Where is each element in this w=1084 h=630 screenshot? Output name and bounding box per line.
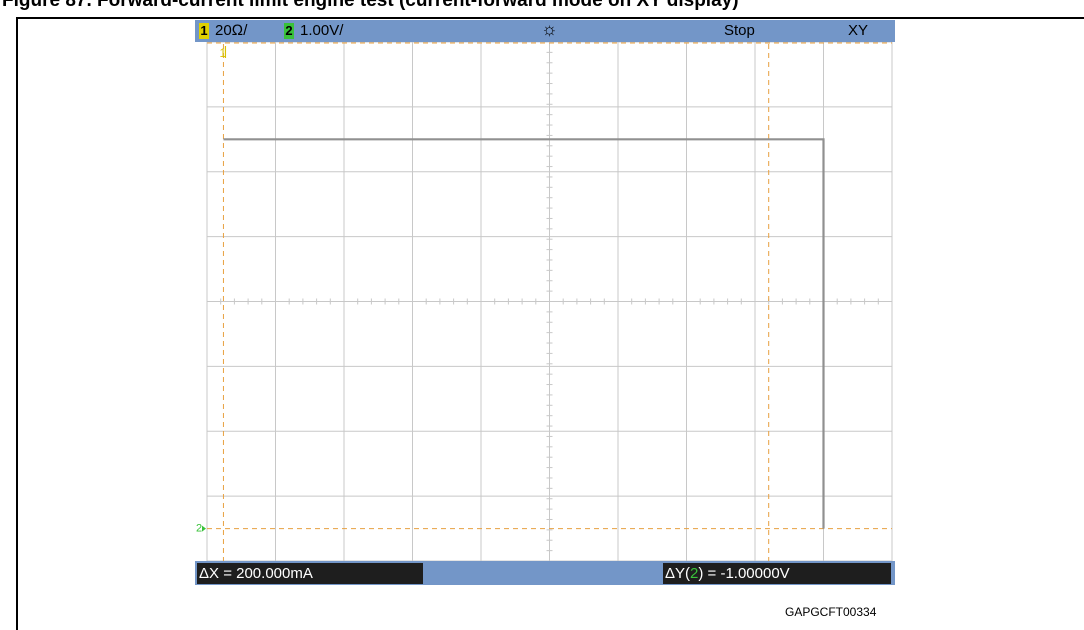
channel-markers: 12 — [196, 46, 226, 535]
channel-2-scale[interactable]: 1.00V/ — [300, 22, 344, 39]
delta-y-readout[interactable]: ΔY(2) = -1.00000V — [663, 563, 891, 584]
channel-1-badge[interactable]: 1 — [199, 23, 209, 39]
channel-2-badge[interactable]: 2 — [284, 23, 294, 39]
channel-2-marker-arrow — [202, 525, 206, 532]
figure-caption: Figure 87. Forward-current limit engine … — [2, 0, 739, 11]
channel-2-marker: 2 — [196, 523, 202, 535]
cursor-lines — [207, 42, 892, 561]
trace-series-0 — [223, 138, 825, 529]
display-mode-label[interactable]: XY — [848, 22, 869, 39]
sun-icon: ☼ — [541, 19, 558, 39]
grid-lines — [206, 42, 893, 561]
delta-x-readout[interactable]: ΔX = 200.000mA — [197, 563, 423, 584]
trace — [223, 138, 825, 529]
measurement-bar: ΔX = 200.000mA ΔY(2) = -1.00000V — [195, 561, 895, 585]
figure-code: GAPGCFT00334 — [785, 605, 877, 619]
run-state-label[interactable]: Stop — [724, 22, 755, 39]
scope-status-bar: 1 20Ω/ 2 1.00V/ ☼ Stop XY — [195, 20, 895, 42]
scope-plot: 12 — [196, 42, 893, 561]
channel-1-scale[interactable]: 20Ω/ — [215, 22, 248, 39]
channel-1-marker: 1 — [219, 46, 226, 60]
figure-frame — [16, 17, 1084, 630]
